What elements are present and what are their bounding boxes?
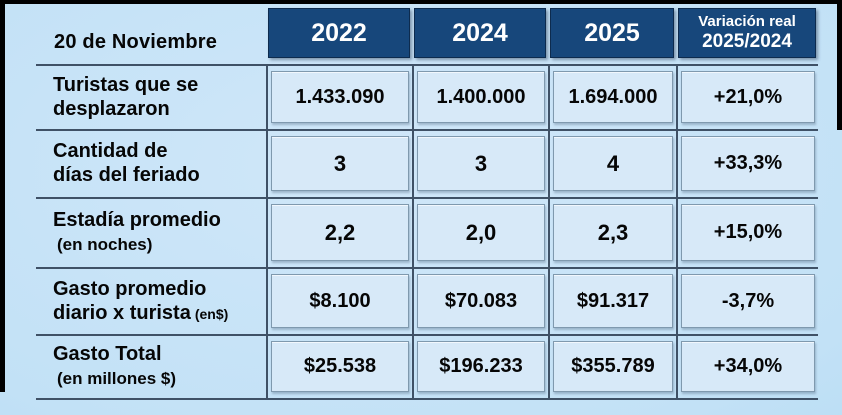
table-title: 20 de Noviembre [36, 6, 266, 66]
column-header-2025: 2025 [548, 6, 676, 66]
row-label-turistas: Turistas que se desplazaron [36, 66, 266, 131]
row-label-estadia: Estadía promedio (en noches) [36, 199, 266, 269]
cell-dias-2024: 3 [412, 131, 548, 199]
column-header-variation: Variación real 2025/2024 [676, 6, 818, 66]
cell-turistas-variation: +21,0% [676, 66, 818, 131]
cell-gasto-total-2024: $196.233 [412, 336, 548, 400]
frame-border-top [0, 0, 842, 4]
cell-turistas-2024: 1.400.000 [412, 66, 548, 131]
frame-border-right [837, 0, 842, 130]
table-title-text: 20 de Noviembre [54, 31, 218, 53]
frame-border-left [0, 0, 5, 392]
column-header-2024-label: 2024 [452, 18, 508, 47]
cell-estadia-2025: 2,3 [548, 199, 676, 269]
variation-header-line1: Variación real [698, 13, 796, 31]
cell-gasto-total-2025: $355.789 [548, 336, 676, 400]
variation-header-line2: 2025/2024 [702, 31, 792, 53]
row-label-dias-feriado: Cantidad de días del feriado [36, 131, 266, 199]
row-label-gasto-total: Gasto Total (en millones $) [36, 336, 266, 400]
tourism-stats-table: 20 de Noviembre 2022 2024 2025 Variación… [36, 6, 818, 400]
cell-dias-2022: 3 [266, 131, 412, 199]
column-header-2024: 2024 [412, 6, 548, 66]
cell-estadia-variation: +15,0% [676, 199, 818, 269]
cell-turistas-2022: 1.433.090 [266, 66, 412, 131]
cell-gasto-promedio-2022: $8.100 [266, 269, 412, 336]
cell-turistas-2025: 1.694.000 [548, 66, 676, 131]
cell-gasto-promedio-2024: $70.083 [412, 269, 548, 336]
cell-estadia-2022: 2,2 [266, 199, 412, 269]
cell-gasto-promedio-2025: $91.317 [548, 269, 676, 336]
cell-estadia-2024: 2,0 [412, 199, 548, 269]
column-header-2025-label: 2025 [584, 18, 640, 47]
cell-dias-variation: +33,3% [676, 131, 818, 199]
column-header-2022-label: 2022 [311, 18, 367, 47]
cell-gasto-promedio-variation: -3,7% [676, 269, 818, 336]
cell-gasto-total-2022: $25.538 [266, 336, 412, 400]
cell-dias-2025: 4 [548, 131, 676, 199]
cell-gasto-total-variation: +34,0% [676, 336, 818, 400]
row-label-gasto-promedio: Gasto promedio diario x turista (en$) [36, 269, 266, 336]
column-header-2022: 2022 [266, 6, 412, 66]
